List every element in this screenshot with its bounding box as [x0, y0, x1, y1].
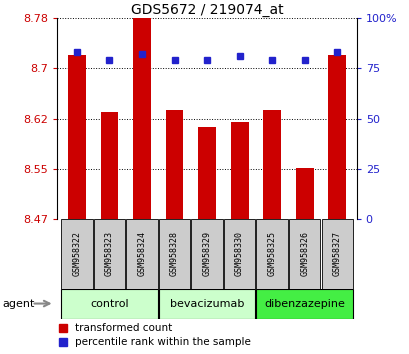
Bar	[61, 289, 157, 319]
Text: transformed count: transformed count	[75, 322, 172, 332]
Bar	[159, 289, 254, 319]
Bar	[256, 289, 352, 319]
Text: dibenzazepine: dibenzazepine	[263, 298, 344, 309]
Text: GSM958326: GSM958326	[299, 232, 308, 276]
Bar	[198, 127, 216, 219]
Bar	[68, 55, 85, 219]
Bar	[61, 219, 92, 289]
Bar	[159, 219, 190, 289]
Bar	[133, 18, 151, 219]
Text: GSM958323: GSM958323	[105, 232, 114, 276]
Bar	[94, 219, 125, 289]
Text: agent: agent	[2, 298, 34, 309]
Text: GSM958325: GSM958325	[267, 232, 276, 276]
Bar	[328, 55, 345, 219]
Text: GSM958330: GSM958330	[234, 232, 243, 276]
Bar	[263, 110, 281, 219]
Bar	[295, 169, 313, 219]
Bar	[100, 112, 118, 219]
Bar	[126, 219, 157, 289]
Text: GSM958329: GSM958329	[202, 232, 211, 276]
Text: GSM958324: GSM958324	[137, 232, 146, 276]
Bar	[191, 219, 222, 289]
Bar	[256, 219, 287, 289]
Bar	[288, 219, 319, 289]
Text: GSM958322: GSM958322	[72, 232, 81, 276]
Text: bevacizumab: bevacizumab	[169, 298, 244, 309]
Bar	[321, 219, 352, 289]
Title: GDS5672 / 219074_at: GDS5672 / 219074_at	[130, 3, 283, 17]
Bar	[165, 110, 183, 219]
Bar	[230, 122, 248, 219]
Text: percentile rank within the sample: percentile rank within the sample	[75, 337, 251, 348]
Text: GSM958327: GSM958327	[332, 232, 341, 276]
Text: control: control	[90, 298, 128, 309]
Text: GSM958328: GSM958328	[170, 232, 179, 276]
Bar	[223, 219, 254, 289]
